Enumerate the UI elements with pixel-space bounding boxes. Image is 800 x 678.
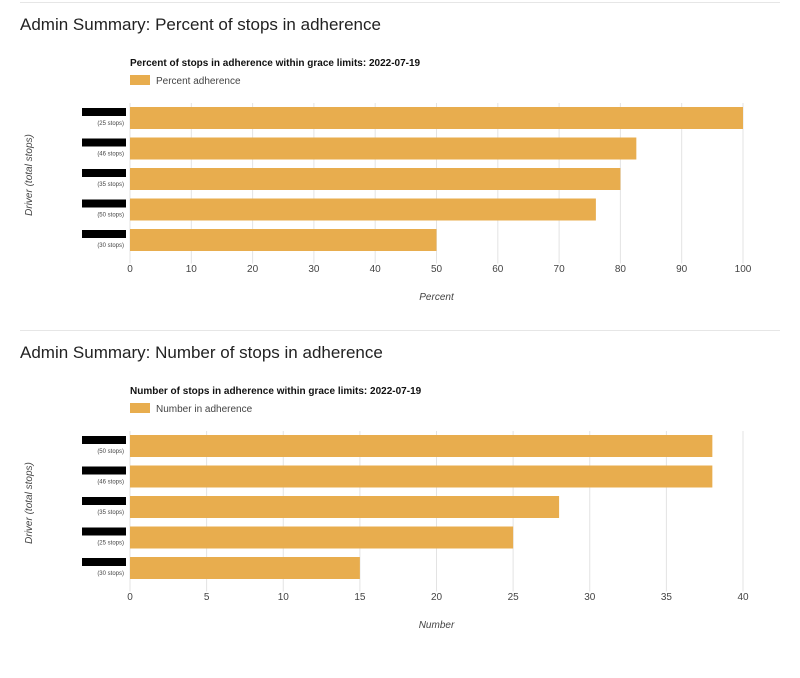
bar (130, 557, 360, 579)
top-divider (20, 2, 780, 3)
redacted-driver-name (82, 230, 126, 238)
bar (130, 198, 596, 221)
redacted-driver-name (82, 466, 126, 475)
redacted-driver-name (82, 527, 126, 536)
redacted-driver-name (82, 138, 126, 147)
x-tick-label: 100 (735, 264, 752, 275)
x-axis-title: Number (419, 620, 455, 631)
chart-title: Number of stops in adherence within grac… (130, 386, 422, 397)
category-label: (35 stops) (97, 182, 124, 188)
x-tick-label: 30 (584, 592, 596, 603)
bar (130, 229, 437, 251)
x-tick-label: 40 (370, 264, 382, 275)
category-label: (35 stops) (97, 510, 124, 516)
x-tick-label: 70 (554, 264, 566, 275)
category-label: (50 stops) (97, 449, 124, 455)
legend-label: Percent adherence (156, 76, 241, 87)
x-tick-label: 40 (737, 592, 749, 603)
redacted-driver-name (82, 497, 126, 505)
legend-label: Number in adherence (156, 404, 253, 415)
section-title-number: Admin Summary: Number of stops in adhere… (20, 343, 383, 362)
x-tick-label: 50 (431, 264, 443, 275)
redacted-driver-name (82, 436, 126, 444)
redacted-driver-name (82, 169, 126, 177)
x-tick-label: 10 (278, 592, 290, 603)
x-tick-label: 0 (127, 592, 133, 603)
x-tick-label: 10 (186, 264, 198, 275)
x-tick-label: 25 (508, 592, 520, 603)
x-tick-label: 20 (431, 592, 443, 603)
bar (130, 168, 621, 190)
section-title-percent: Admin Summary: Percent of stops in adher… (20, 15, 381, 34)
section-divider (20, 330, 780, 331)
x-tick-label: 60 (492, 264, 504, 275)
bar (130, 137, 637, 160)
bar (130, 465, 713, 488)
percent-adherence-chart: Percent of stops in adherence within gra… (24, 58, 752, 303)
redacted-driver-name (82, 199, 126, 208)
legend-swatch (130, 75, 150, 85)
y-axis-title: Driver (total stops) (24, 134, 35, 216)
bar (130, 496, 560, 518)
x-tick-label: 0 (127, 264, 133, 275)
chart-title: Percent of stops in adherence within gra… (130, 58, 421, 69)
redacted-driver-name (82, 108, 126, 116)
y-axis-title: Driver (total stops) (24, 462, 35, 544)
category-label: (30 stops) (97, 243, 124, 249)
category-label: (25 stops) (97, 121, 124, 127)
category-label: (50 stops) (97, 213, 124, 219)
redacted-driver-name (82, 558, 126, 566)
category-label: (46 stops) (97, 152, 124, 158)
bar (130, 526, 514, 549)
category-label: (46 stops) (97, 480, 124, 486)
category-label: (25 stops) (97, 541, 124, 547)
x-tick-label: 20 (247, 264, 259, 275)
bar (130, 107, 743, 129)
x-tick-label: 35 (661, 592, 673, 603)
category-label: (30 stops) (97, 571, 124, 577)
x-tick-label: 15 (354, 592, 366, 603)
legend-swatch (130, 403, 150, 413)
x-tick-label: 5 (204, 592, 210, 603)
number-adherence-chart: Number of stops in adherence within grac… (24, 386, 749, 631)
x-tick-label: 30 (308, 264, 320, 275)
x-tick-label: 80 (615, 264, 627, 275)
bar (130, 435, 713, 457)
x-axis-title: Percent (419, 292, 455, 303)
x-tick-label: 90 (676, 264, 688, 275)
